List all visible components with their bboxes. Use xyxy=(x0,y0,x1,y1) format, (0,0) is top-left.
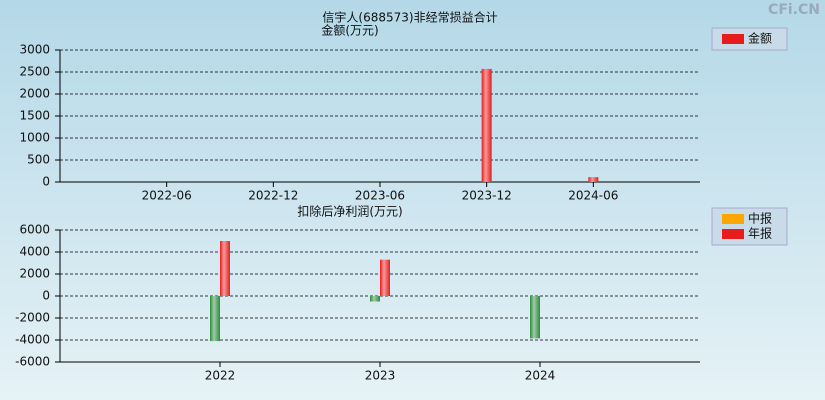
bar xyxy=(370,296,380,302)
legend-swatch xyxy=(722,34,744,44)
legend-label: 中报 xyxy=(748,211,772,226)
y-axis-title: 扣除后净利润(万元) xyxy=(297,204,402,219)
y-tick-label: 2000 xyxy=(19,87,50,101)
bar xyxy=(530,296,540,339)
y-axis-title: 金额(万元) xyxy=(321,23,378,38)
legend-swatch xyxy=(722,214,744,224)
y-tick-label: 6000 xyxy=(19,223,50,237)
x-tick-label: 2024 xyxy=(525,369,556,383)
bar xyxy=(210,296,220,342)
y-tick-label: -4000 xyxy=(15,333,50,347)
chart-title: 信宇人(688573)非经常损益合计 xyxy=(322,10,497,25)
x-tick-label: 2024-06 xyxy=(568,189,618,203)
y-tick-label: 4000 xyxy=(19,245,50,259)
x-tick-label: 2023 xyxy=(365,369,396,383)
x-tick-label: 2023-12 xyxy=(462,189,512,203)
bar xyxy=(220,241,230,296)
x-tick-label: 2022 xyxy=(205,369,236,383)
legend-label: 金额 xyxy=(748,31,772,46)
legend-box xyxy=(711,27,788,51)
y-tick-label: -6000 xyxy=(15,355,50,369)
bar xyxy=(481,68,492,182)
x-tick-label: 2022-12 xyxy=(248,189,298,203)
y-tick-label: 3000 xyxy=(19,43,50,57)
x-tick-label: 2022-06 xyxy=(142,189,192,203)
watermark: CFi.CN xyxy=(768,2,820,18)
y-tick-label: 1500 xyxy=(19,109,50,123)
y-tick-label: 500 xyxy=(27,153,50,167)
bar xyxy=(380,259,390,296)
x-tick-label: 2023-06 xyxy=(355,189,405,203)
bar xyxy=(588,177,599,182)
y-tick-label: 2500 xyxy=(19,65,50,79)
legend-swatch xyxy=(722,229,744,239)
y-tick-label: -2000 xyxy=(15,311,50,325)
y-tick-label: 0 xyxy=(42,289,50,303)
y-tick-label: 1000 xyxy=(19,131,50,145)
y-tick-label: 0 xyxy=(42,175,50,189)
y-tick-label: 2000 xyxy=(19,267,50,281)
legend-label: 年报 xyxy=(748,226,772,241)
